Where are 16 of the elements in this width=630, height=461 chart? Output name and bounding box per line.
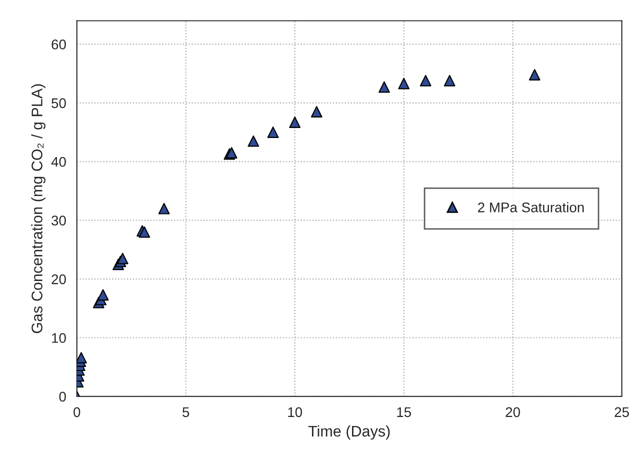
x-tick-label: 15 <box>397 407 411 418</box>
y-tick-label: 20 <box>52 274 66 284</box>
y-tick-label: 50 <box>52 98 66 108</box>
legend-label: 2 MPa Saturation <box>478 202 584 212</box>
x-tick-label: 10 <box>288 407 302 418</box>
y-tick-label: 0 <box>59 392 66 402</box>
y-axis-title: Gas Concentration (mg CO₂ / g PLA) <box>31 84 46 334</box>
y-tick-label: 30 <box>52 216 66 226</box>
x-tick-label: 0 <box>74 407 80 418</box>
x-tick-label: 25 <box>614 407 629 418</box>
y-tick-label: 40 <box>51 156 66 167</box>
x-axis-title: Time (Days) <box>308 425 390 440</box>
y-tick-label: 10 <box>52 333 66 343</box>
x-tick-label: 20 <box>506 407 520 418</box>
y-tick-label: 60 <box>52 40 66 50</box>
x-tick-label: 5 <box>182 407 190 418</box>
